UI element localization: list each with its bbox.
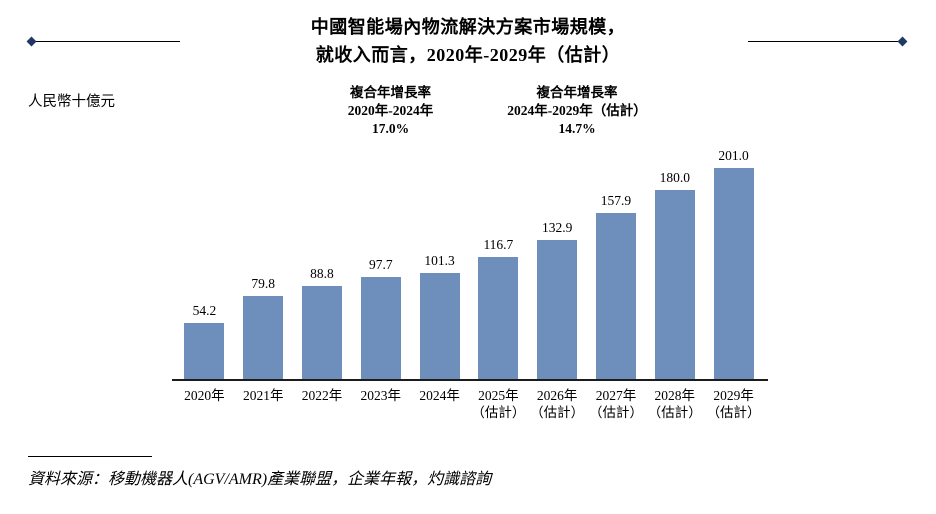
y-axis-unit-label: 人民幣十億元 — [28, 94, 115, 110]
bar-value-label: 88.8 — [310, 266, 334, 281]
bar-group: 79.8 — [234, 138, 293, 380]
title-rule-left — [36, 41, 180, 42]
x-axis-label: 2024年 — [410, 387, 469, 421]
x-axis-label-note: （估計） — [647, 405, 702, 420]
bar-group: 116.7 — [469, 138, 528, 380]
bar — [301, 286, 342, 380]
chart-title-line1: 中國智能場內物流解決方案市場規模， — [310, 17, 626, 37]
x-axis-label-year: 2020年 — [184, 388, 225, 403]
source-rule — [28, 456, 152, 457]
x-axis-label-year: 2021年 — [242, 388, 284, 403]
x-axis-label-year: 2023年 — [360, 388, 402, 403]
bar — [243, 296, 284, 380]
x-axis-label-year: 2026年 — [536, 388, 578, 403]
bar — [419, 273, 460, 380]
bar-value-label: 157.9 — [600, 193, 632, 208]
cagr-label: 複合年增長率 — [536, 85, 618, 100]
x-axis-label: 2028年 （估計） — [645, 387, 704, 421]
x-axis-label-year: 2022年 — [301, 388, 343, 403]
x-axis-label: 2029年 （估計） — [704, 387, 763, 421]
x-axis-label: 2023年 — [351, 387, 410, 421]
bar-group: 201.0 — [704, 138, 763, 380]
cagr-annotation-2020-2024: 複合年增長率 2020年-2024年 17.0% — [288, 84, 493, 138]
bar-value-label: 101.3 — [424, 253, 455, 268]
bar — [595, 213, 636, 380]
x-axis-label-note: （估計） — [530, 405, 585, 420]
title-rule-right — [748, 41, 898, 42]
x-axis-line — [172, 379, 768, 381]
chart-title: 中國智能場內物流解決方案市場規模， 就收入而言，2020年-2029年（估計） — [0, 13, 936, 69]
x-axis-label-note: （估計） — [706, 405, 761, 420]
bar-value-label: 180.0 — [659, 170, 690, 185]
bar-value-label: 54.2 — [192, 303, 217, 318]
bar — [537, 240, 578, 380]
x-axis-label: 2021年 — [234, 387, 293, 421]
bar — [184, 323, 225, 380]
cagr-annotation-2024-2029: 複合年增長率 2024年-2029年（估計） 14.7% — [462, 84, 692, 138]
x-axis-label-year: 2024年 — [419, 388, 460, 403]
x-axis-label: 2020年 — [175, 387, 234, 421]
x-axis-label-year: 2027年 — [595, 388, 637, 403]
bar-group: 101.3 — [410, 138, 469, 380]
bar — [478, 257, 519, 380]
bar-series: 54.2 79.8 88.8 97.7 101.3 116.7 132.9 157.9 180.… — [175, 138, 763, 380]
bar-group: 180.0 — [645, 138, 704, 380]
x-axis-label-note: （估計） — [471, 405, 526, 420]
x-axis-labels: 2020年 2021年 2022年 2023年 2024年 2025年 （估計） 2026年 （… — [175, 387, 763, 421]
cagr-label: 複合年增長率 — [350, 85, 431, 100]
cagr-period: 2020年-2024年 — [347, 103, 434, 118]
x-axis-label: 2022年 — [293, 387, 352, 421]
bar-group: 88.8 — [293, 138, 352, 380]
bar-value-label: 97.7 — [368, 257, 393, 272]
bar-group: 54.2 — [175, 138, 234, 380]
bar-group: 97.7 — [351, 138, 410, 380]
x-axis-label-year: 2025年 — [478, 388, 519, 403]
cagr-value: 14.7% — [558, 121, 596, 136]
x-axis-label-year: 2029年 — [713, 388, 754, 403]
bar-value-label: 79.8 — [251, 276, 275, 291]
x-axis-label: 2027年 （估計） — [587, 387, 646, 421]
x-axis-label: 2025年 （估計） — [469, 387, 528, 421]
bar-group: 157.9 — [587, 138, 646, 380]
x-axis-label-note: （估計） — [588, 405, 643, 420]
bar-value-label: 201.0 — [718, 148, 749, 163]
bar — [654, 190, 695, 380]
bar-group: 132.9 — [528, 138, 587, 380]
bar-value-label: 132.9 — [541, 220, 573, 235]
bar-value-label: 116.7 — [483, 237, 514, 252]
x-axis-label-year: 2028年 — [654, 388, 696, 403]
cagr-period: 2024年-2029年（估計） — [507, 103, 647, 118]
bar — [713, 168, 754, 380]
cagr-value: 17.0% — [371, 121, 410, 136]
x-axis-label: 2026年 （估計） — [528, 387, 587, 421]
chart-title-line2: 就收入而言，2020年-2029年（估計） — [315, 45, 621, 65]
source-note: 資料來源：移動機器人(AGV/AMR)產業聯盟，企業年報，灼識諮詢 — [28, 471, 492, 488]
bar — [360, 277, 401, 380]
